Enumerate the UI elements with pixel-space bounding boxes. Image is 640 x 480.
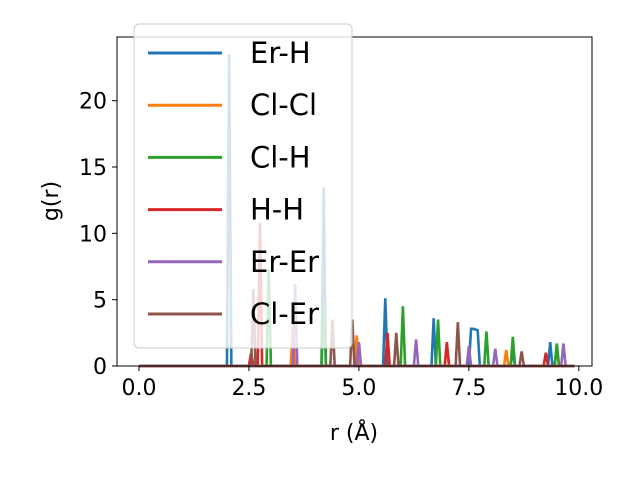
y-tick-label: 10 [79,222,107,247]
y-tick-label: 15 [79,156,107,181]
y-axis-label: g(r) [39,181,64,221]
y-tick-label: 5 [93,289,107,314]
y-tick-label: 20 [79,90,107,115]
legend-label-1: Cl-Cl [250,88,317,122]
legend-box [133,23,353,349]
legend-label-4: Er-Er [250,245,319,279]
x-tick-label: 2.5 [231,376,266,401]
ticks-layer: 0.0 2.5 5.0 7.5 10.0 0 5 10 15 20 [79,90,603,401]
x-tick-label: 7.5 [451,376,486,401]
plot-frame [116,36,593,367]
legend-label-0: Er-H [250,36,311,70]
legend-label-2: Cl-H [250,140,311,174]
legend-label-3: H-H [250,193,304,227]
x-tick-label: 5.0 [341,376,376,401]
x-axis-label: r (Å) [330,419,378,446]
legend: Er-H Cl-Cl Cl-H H-H Er-Er Cl-Er [133,23,353,349]
legend-label-5: Cl-Er [250,297,319,331]
x-tick-label: 0.0 [121,376,156,401]
x-tick-label: 10.0 [554,376,603,401]
y-tick-label: 0 [93,355,107,380]
series-line-3 [138,222,575,368]
